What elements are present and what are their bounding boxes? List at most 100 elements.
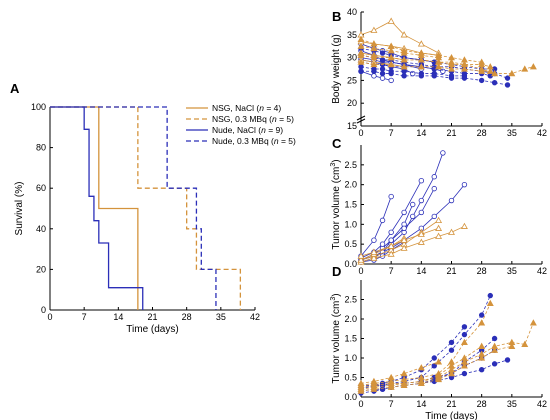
open-circle-marker xyxy=(461,181,468,188)
filled-triangle-marker xyxy=(529,63,537,70)
open-triangle-marker xyxy=(387,250,395,257)
open-triangle-marker xyxy=(400,236,408,243)
filled-triangle-marker xyxy=(400,369,408,377)
filled-triangle-marker xyxy=(491,69,499,77)
filled-circle-marker xyxy=(358,64,364,70)
x-tick-label: 21 xyxy=(147,312,157,322)
legend-entry-main: Nude, 0.3 MBq ( xyxy=(212,136,274,146)
growth-curve xyxy=(360,237,405,261)
filled-triangle-marker xyxy=(478,319,486,326)
axis-break-mark xyxy=(356,115,366,121)
filled-triangle-marker xyxy=(357,51,365,58)
open-circle-marker xyxy=(388,237,394,243)
x-tick-label: 0 xyxy=(358,266,363,276)
filled-triangle-marker xyxy=(400,63,408,70)
open-triangle-marker xyxy=(435,216,443,224)
legend-entry-tail: = 4) xyxy=(264,103,281,113)
filled-triangle-marker xyxy=(486,299,494,307)
filled-circle-marker xyxy=(358,68,364,74)
filled-triangle-marker xyxy=(387,47,395,54)
filled-triangle-marker xyxy=(400,56,408,63)
filled-circle-marker xyxy=(478,312,485,318)
open-triangle-marker xyxy=(357,252,365,259)
x-tick-label: 7 xyxy=(389,128,394,138)
open-triangle-marker xyxy=(417,238,425,245)
x-tick-label: 21 xyxy=(446,399,456,409)
y-tick-label: 100 xyxy=(31,102,46,112)
y-axis-label-sup: 3 xyxy=(330,297,337,301)
filled-circle-marker xyxy=(388,70,394,77)
open-triangle-marker xyxy=(387,17,395,24)
filled-triangle-marker xyxy=(478,354,486,361)
y-axis-label: Body weight (g) xyxy=(331,34,342,103)
y-axis-label: Tumor volume (cm3) xyxy=(330,293,342,383)
growth-curve xyxy=(360,61,491,72)
open-circle-marker xyxy=(410,213,416,220)
y-tick-label: 40 xyxy=(347,7,357,17)
filled-triangle-marker xyxy=(387,60,395,68)
filled-circle-marker xyxy=(379,57,386,63)
filled-triangle-marker xyxy=(417,49,425,56)
open-circle-marker xyxy=(410,201,416,208)
y-axis-label: Tumor volume (cm3) xyxy=(330,159,342,249)
filled-triangle-marker xyxy=(435,63,443,70)
filled-circle-marker xyxy=(431,73,437,79)
filled-circle-marker xyxy=(504,75,511,81)
filled-triangle-marker xyxy=(435,358,443,365)
filled-triangle-marker xyxy=(435,51,443,58)
open-triangle-marker xyxy=(435,232,443,239)
y-tick-label: 20 xyxy=(36,264,46,274)
legend-entry-n: n xyxy=(261,125,266,135)
y-tick-label: 0 xyxy=(41,305,46,315)
filled-triangle-marker xyxy=(460,60,468,68)
x-tick-label: 42 xyxy=(250,312,260,322)
filled-triangle-marker xyxy=(460,362,468,369)
panel-a: A 0 7 14 21 28 35 42 0 20 40 60 80 100 Time (days) Surv… xyxy=(10,81,296,335)
y-tick-label: 2.0 xyxy=(344,314,357,324)
open-circle-marker xyxy=(401,225,407,231)
y-axis-label: Survival (%) xyxy=(14,182,25,236)
filled-triangle-marker xyxy=(435,58,443,65)
open-circle-marker xyxy=(418,177,425,184)
x-tick-label: 42 xyxy=(537,399,547,409)
filled-triangle-marker xyxy=(448,369,455,377)
open-triangle-marker xyxy=(400,244,408,251)
open-circle-marker xyxy=(388,229,394,235)
filled-circle-marker xyxy=(448,75,455,81)
open-triangle-marker xyxy=(370,254,378,261)
filled-triangle-marker xyxy=(357,387,365,394)
survival-curve xyxy=(50,106,217,310)
filled-circle-marker xyxy=(448,339,455,346)
x-tick-label: 42 xyxy=(537,266,547,276)
open-circle-marker xyxy=(418,209,425,216)
open-triangle-marker xyxy=(400,31,408,38)
y-axis-label-main: Tumor volume (cm xyxy=(331,301,342,384)
growth-curve xyxy=(360,45,439,58)
y-tick-label: 25 xyxy=(347,75,357,85)
filled-triangle-marker xyxy=(370,53,378,61)
y-axis-label-tail: ) xyxy=(331,293,342,296)
filled-triangle-marker xyxy=(370,60,378,68)
x-tick-label: 14 xyxy=(416,399,426,409)
filled-circle-marker xyxy=(491,79,498,86)
open-triangle-marker xyxy=(370,26,378,33)
open-circle-marker xyxy=(431,174,437,180)
open-circle-marker xyxy=(401,209,407,216)
y-tick-label: 2.0 xyxy=(344,180,357,190)
open-triangle-marker xyxy=(435,224,443,231)
filled-triangle-marker xyxy=(491,346,499,353)
filled-triangle-marker xyxy=(370,44,378,52)
filled-circle-marker xyxy=(401,68,407,74)
filled-circle-marker xyxy=(448,347,455,353)
growth-curve xyxy=(360,345,512,392)
y-tick-label: 30 xyxy=(347,53,357,63)
legend-entry-n: n xyxy=(259,103,264,113)
open-triangle-marker xyxy=(460,222,468,229)
y-tick-label: 2.5 xyxy=(344,295,357,305)
y-tick-label: 0.0 xyxy=(344,259,357,269)
growth-curve xyxy=(360,295,491,388)
filled-triangle-marker xyxy=(521,65,529,72)
filled-triangle-marker xyxy=(370,40,378,47)
filled-triangle-marker xyxy=(387,373,395,381)
